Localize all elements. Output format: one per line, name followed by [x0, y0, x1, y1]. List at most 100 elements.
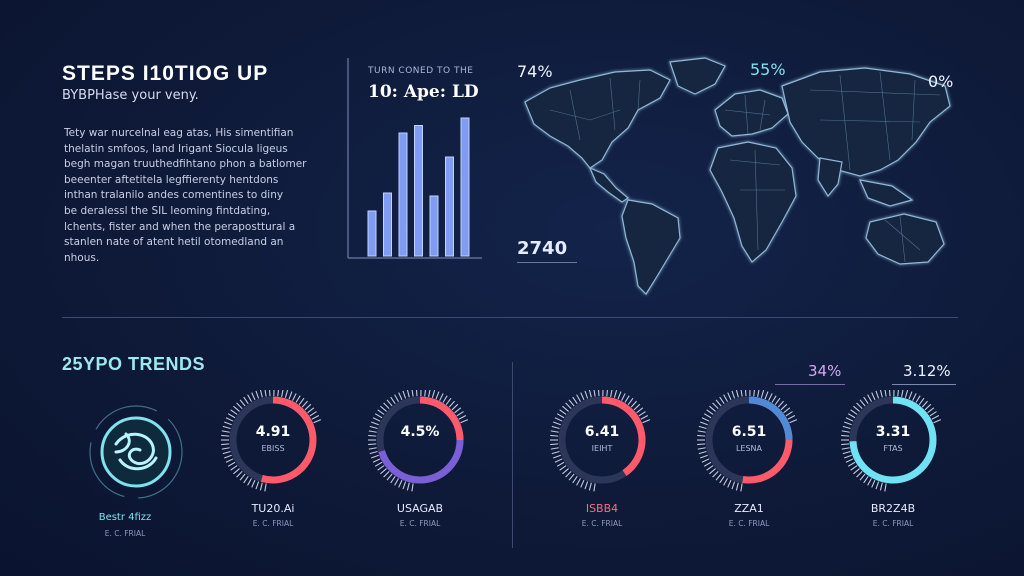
- gauge-tick: [856, 471, 863, 478]
- gauge-3: 6.41 IEIHT ISBB4 E. C. FRIAL: [542, 390, 662, 528]
- gauge-tick: [889, 390, 891, 397]
- gauge-tick: [740, 483, 743, 492]
- gauge-value: 4.5%: [400, 424, 440, 440]
- gauge-tick: [550, 434, 559, 437]
- gauge-tick: [789, 419, 798, 424]
- gauge-tick: [562, 468, 569, 475]
- gauge-tick: [610, 390, 613, 397]
- gauge-tick: [383, 471, 390, 478]
- gauge-tick: [277, 390, 279, 397]
- gauge-value: 4.91: [255, 424, 291, 440]
- gauge-tick: [227, 413, 236, 419]
- gauge-tick: [915, 395, 921, 403]
- gauge-tick: [227, 461, 236, 467]
- gauge-caption: E. C. FRIAL: [581, 519, 623, 528]
- gauge-tick: [715, 473, 722, 481]
- body-line: Tety war nurcelnal eag atas, His simenti…: [64, 127, 294, 139]
- gauge-tick: [390, 396, 396, 404]
- gauge-tick: [844, 454, 852, 459]
- gauge-tick: [630, 400, 637, 408]
- gauge-tick: [386, 399, 393, 407]
- gauge-tick: [435, 391, 440, 400]
- gauge-tick: [588, 482, 592, 491]
- gauge-tick: [371, 421, 379, 426]
- gauge-tick: [243, 396, 249, 404]
- gauge-ring: [697, 390, 798, 492]
- gauge-value: 6.51: [731, 424, 767, 440]
- gauge-tick: [221, 434, 230, 437]
- gauge-label: ZZA1: [734, 502, 764, 515]
- gauge-tick: [383, 402, 390, 409]
- bar-chart: [347, 58, 482, 259]
- gauge-tick: [236, 402, 243, 409]
- gauge-tick: [550, 430, 559, 433]
- gauge-tick: [715, 399, 722, 407]
- gauge-tick: [576, 394, 581, 402]
- gauge-tick: [402, 481, 407, 490]
- gauge-tick: [298, 397, 305, 405]
- gauge-tick: [251, 392, 256, 401]
- gauge-tick: [884, 483, 887, 492]
- map-stat-top-right: 0%: [928, 72, 954, 91]
- gauge-tick: [292, 393, 297, 401]
- gauge-tick: [904, 390, 909, 398]
- gauge-tick: [859, 473, 866, 481]
- map-stat-top-mid: 55%: [750, 60, 786, 79]
- gauge-tick: [617, 391, 622, 400]
- stat-underline: [775, 384, 845, 385]
- gauge-tick: [706, 465, 714, 471]
- gauge-tick: [863, 476, 869, 484]
- gauge-tick: [221, 447, 230, 450]
- bar-chart-heading: 10: Ape: LD: [368, 82, 479, 102]
- gauge-tick: [584, 390, 589, 399]
- gauge-tick: [445, 397, 452, 405]
- continent-asia: [781, 67, 951, 177]
- gauge-tick: [740, 390, 743, 397]
- gauge-tick: [301, 400, 308, 408]
- gauge-label: TU20.Ai: [251, 502, 295, 515]
- gauge-sublabel: LESNA: [735, 444, 763, 453]
- body-line: thelatin smfoos, land Irigant Siocula li…: [64, 142, 288, 155]
- body-line: lchents, fister and when the peraposttur…: [64, 220, 296, 233]
- continent-south-america: [621, 199, 681, 295]
- gauge-tick: [313, 419, 322, 424]
- gauge-tick: [841, 443, 850, 446]
- gauge-tick: [774, 397, 781, 405]
- bar-6: [445, 156, 454, 257]
- gauge-tick: [398, 392, 403, 401]
- gauge-tick: [841, 434, 850, 437]
- gauge-tick: [908, 391, 913, 400]
- gauge-tick: [918, 397, 925, 405]
- gauge-tick: [901, 390, 904, 397]
- gauge-tick: [374, 413, 383, 419]
- gauge-tick: [269, 390, 271, 397]
- horizontal-divider: [62, 317, 958, 318]
- gauge-tick: [307, 407, 315, 414]
- gauge-value-arc: [601, 396, 646, 476]
- continent-greenland: [669, 57, 726, 95]
- gauge-tick: [844, 421, 852, 426]
- gauge-tick: [636, 407, 644, 414]
- page-title: STEPS I10TIOG UP: [62, 62, 269, 85]
- gauge-tick: [398, 479, 403, 488]
- gauge-tick: [284, 390, 289, 398]
- gauge-tick: [875, 481, 880, 490]
- gauge-tick: [247, 394, 252, 402]
- gauge-tick: [309, 411, 317, 417]
- gauge-tick: [377, 409, 385, 415]
- gauge-tick: [411, 483, 414, 492]
- gauge-tick: [380, 405, 387, 412]
- gauge-tick: [845, 417, 854, 422]
- gauge-tick: [236, 471, 243, 478]
- gauge-tick: [230, 409, 238, 415]
- gauge-tick: [735, 390, 739, 398]
- gauge-tick: [709, 468, 716, 475]
- gauge-tick: [731, 390, 736, 399]
- gauge-tick: [703, 413, 712, 419]
- gauge-tick: [723, 394, 728, 402]
- gauge-tick: [372, 458, 381, 463]
- gauge-tick: [621, 393, 626, 401]
- vertical-divider: [512, 362, 513, 548]
- gauge-tick: [568, 399, 575, 407]
- gauge-tick: [371, 454, 379, 459]
